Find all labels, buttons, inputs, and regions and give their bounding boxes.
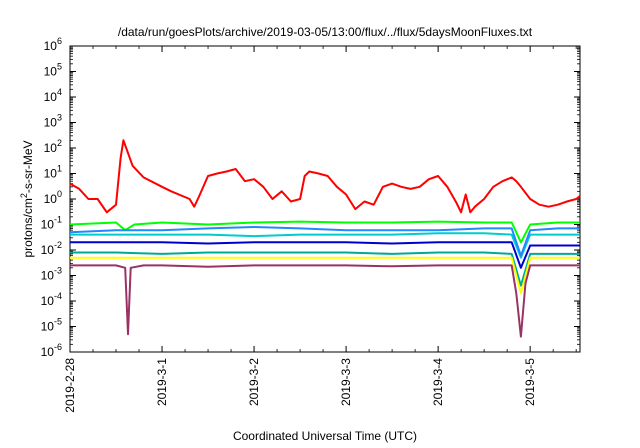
y-axis-label: protons/cm2-s-sr-MeV bbox=[19, 140, 35, 257]
y-tick-label: 100 bbox=[44, 189, 62, 206]
x-tick-label: 2019-3-2 bbox=[247, 358, 261, 406]
series-line-2 bbox=[70, 232, 580, 259]
y-tick-label: 101 bbox=[44, 164, 62, 181]
y-tick-label: 104 bbox=[44, 87, 62, 104]
series-layer bbox=[69, 139, 581, 338]
y-tick-label: 106 bbox=[44, 36, 62, 53]
y-tick-label: 103 bbox=[44, 113, 62, 130]
y-tick-label: 10-6 bbox=[41, 342, 62, 359]
y-tick-label: 102 bbox=[44, 138, 62, 155]
series-line-7 bbox=[70, 264, 580, 338]
x-tick-label: 2019-2-28 bbox=[63, 358, 77, 413]
y-tick-label: 10-4 bbox=[41, 291, 62, 308]
y-label-rest: -s-sr-MeV bbox=[21, 140, 35, 193]
chart-title: /data/run/goesPlots/archive/2019-03-05/1… bbox=[118, 25, 533, 39]
x-tick-label: 2019-3-1 bbox=[155, 358, 169, 406]
series-line-4 bbox=[70, 241, 580, 269]
series-line-1 bbox=[69, 220, 580, 244]
x-tick-label: 2019-3-3 bbox=[339, 358, 353, 406]
y-tick-label: 10-5 bbox=[41, 317, 62, 334]
series-line-3 bbox=[69, 226, 580, 257]
y-label-base: protons/cm bbox=[21, 198, 35, 257]
y-label-sup: 2 bbox=[19, 193, 29, 198]
x-tick-label: 2019-3-4 bbox=[431, 358, 445, 406]
svg-text:protons/cm2-s-sr-MeV: protons/cm2-s-sr-MeV bbox=[19, 140, 35, 257]
y-tick-label: 10-3 bbox=[41, 266, 62, 283]
y-tick-label: 105 bbox=[44, 62, 62, 79]
series-line-0 bbox=[69, 139, 581, 214]
x-tick-label: 2019-3-5 bbox=[523, 358, 537, 406]
x-axis-label: Coordinated Universal Time (UTC) bbox=[233, 429, 417, 443]
y-axis: 106 105 104 103 102 101 100 10-1 10-2 10-3 10-4 10-… bbox=[41, 36, 580, 359]
series-line-6 bbox=[70, 256, 580, 295]
x-axis: 2019-2-28 2019-3-1 2019-3-2 2019-3-3 2019-3-… bbox=[63, 46, 577, 413]
plot-frame bbox=[69, 45, 581, 353]
y-tick-label: 10-1 bbox=[41, 215, 62, 232]
series-line-5 bbox=[70, 251, 580, 287]
y-tick-label: 10-2 bbox=[41, 240, 62, 257]
